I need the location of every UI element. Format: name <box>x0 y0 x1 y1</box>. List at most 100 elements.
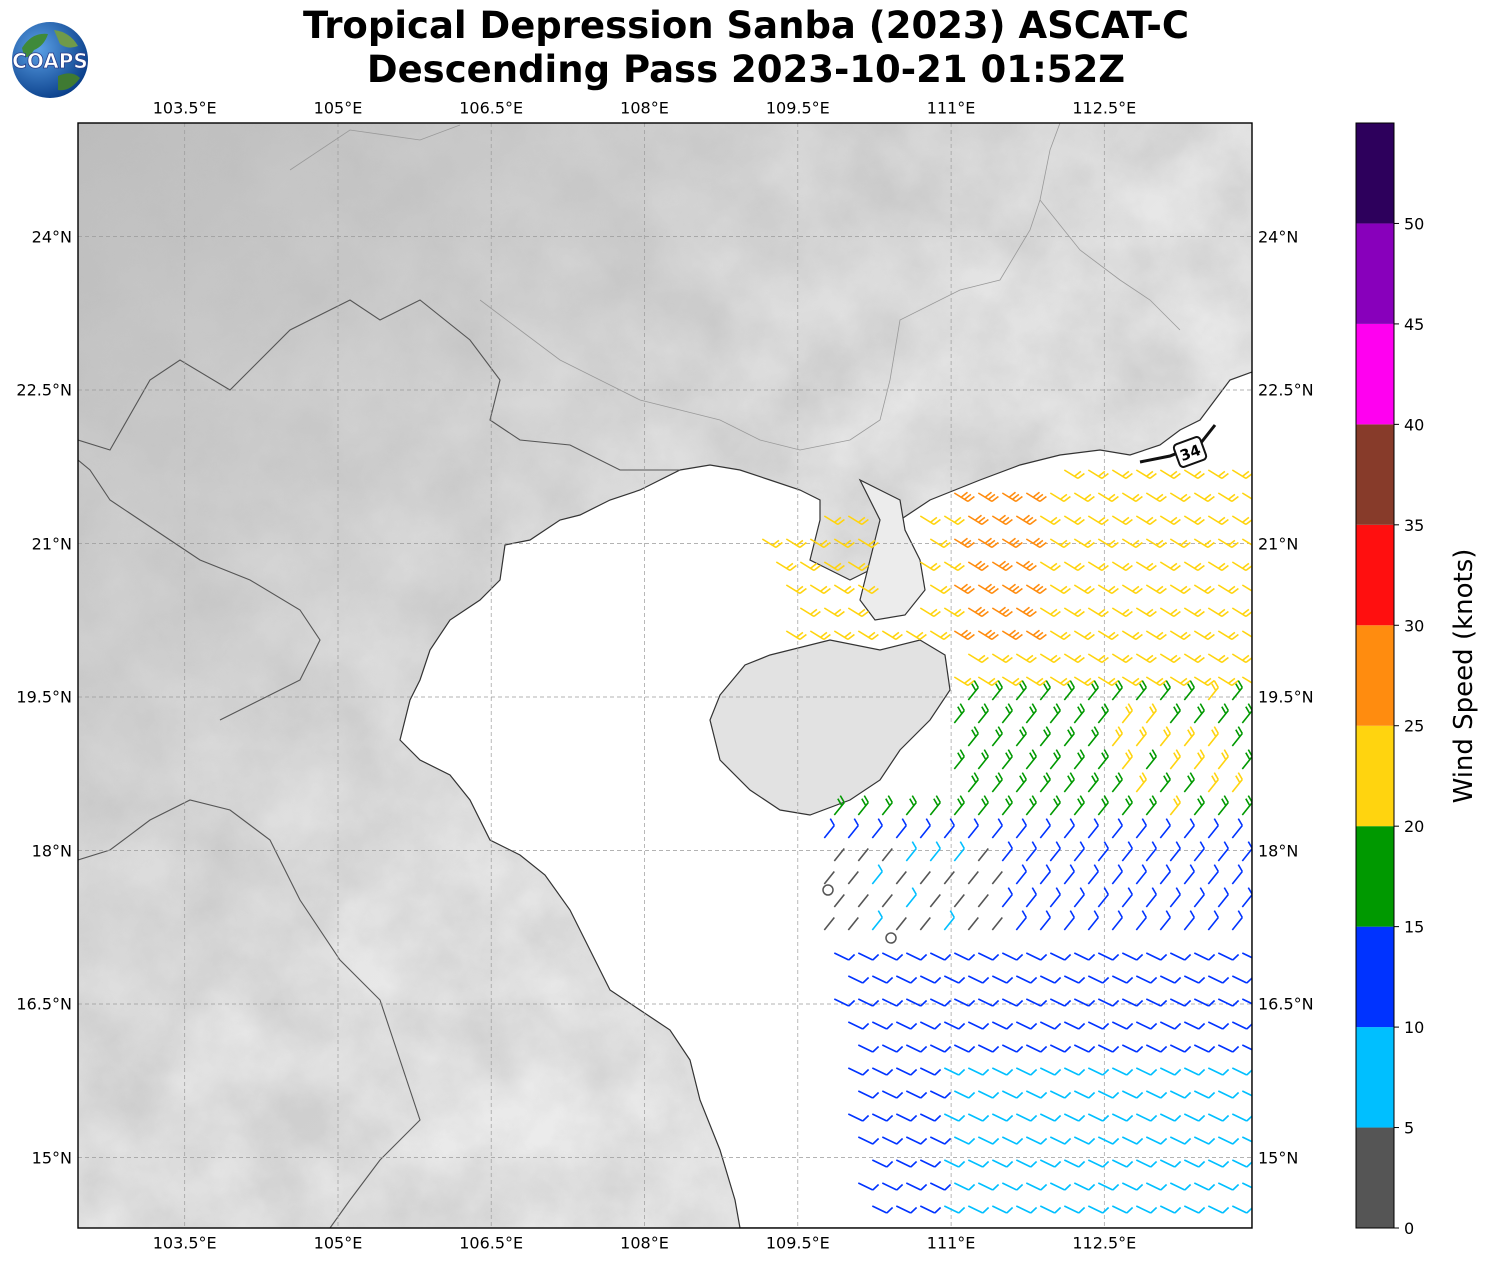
wind-barb <box>1039 975 1062 984</box>
wind-barb <box>967 560 989 572</box>
wind-barb <box>1049 998 1072 1007</box>
wind-barb <box>1217 1182 1240 1191</box>
wind-barb <box>1159 469 1181 480</box>
wind-barb <box>953 841 965 862</box>
wind-barb <box>1217 676 1239 687</box>
colorbar-tick-label: 10 <box>1404 1018 1424 1037</box>
wind-barb <box>1193 952 1216 961</box>
wind-barb <box>1207 726 1219 747</box>
wind-barb <box>1169 998 1192 1007</box>
wind-barb <box>953 998 976 1007</box>
wind-barb <box>1145 1090 1168 1099</box>
wind-barb <box>1001 629 1023 641</box>
wind-barb <box>1145 795 1157 816</box>
wind-barb <box>1217 998 1240 1007</box>
wind-barb <box>1015 726 1027 747</box>
lat-tick-right: 21°N <box>1258 534 1299 553</box>
wind-barb <box>881 998 904 1007</box>
wind-barb <box>1001 1136 1024 1145</box>
wind-barb <box>1169 749 1181 770</box>
wind-barb <box>1063 469 1085 480</box>
wind-barb <box>1039 653 1061 664</box>
wind-barb <box>1135 1113 1158 1122</box>
wind-barb <box>953 629 975 641</box>
wind-barb <box>1159 607 1181 618</box>
wind-barb <box>977 952 1000 961</box>
wind-barb <box>943 561 965 572</box>
wind-barb <box>991 1113 1014 1122</box>
wind-barb <box>1145 887 1157 908</box>
wind-barb <box>1183 726 1195 747</box>
colorbar-bin <box>1356 826 1394 927</box>
colorbar-bin <box>1356 926 1394 1028</box>
wind-barb <box>1015 1067 1038 1076</box>
wind-barb <box>1063 1021 1086 1030</box>
wind-barb <box>857 1044 880 1053</box>
wind-barb <box>799 607 821 618</box>
wind-barb <box>823 515 845 526</box>
wind-barb <box>1073 676 1095 687</box>
wind-barb <box>847 607 869 618</box>
wind-barb <box>1087 1205 1110 1214</box>
wind-barb <box>881 1136 904 1145</box>
wind-barb <box>953 583 975 595</box>
wind-barb <box>1193 630 1215 641</box>
wind-barb <box>1193 703 1205 724</box>
wind-barb <box>1063 515 1085 526</box>
wind-barb <box>1159 1159 1182 1168</box>
wind-barb <box>881 795 893 816</box>
wind-barb <box>847 561 869 572</box>
lat-tick-right: 19.5°N <box>1258 687 1314 707</box>
wind-barb <box>1087 561 1109 572</box>
wind-barb <box>1025 795 1037 816</box>
wind-barb <box>1111 975 1134 984</box>
wind-barb <box>977 848 989 862</box>
wind-barb <box>1241 676 1252 684</box>
wind-barb <box>1183 1113 1206 1122</box>
wind-barb <box>833 584 855 595</box>
wind-barb <box>857 1182 880 1191</box>
wind-barb <box>1145 998 1168 1007</box>
wind-barb <box>1039 515 1061 526</box>
wind-barb <box>895 1159 918 1168</box>
wind-barb <box>1025 537 1047 549</box>
wind-barb <box>1111 1113 1134 1122</box>
wind-barb <box>991 871 1003 885</box>
wind-barb <box>1063 818 1075 839</box>
lat-tick-left: 15°N <box>31 1148 72 1167</box>
wind-barb <box>1039 1159 1062 1168</box>
wind-barb <box>1111 1067 1134 1076</box>
wind-barb <box>1145 538 1167 549</box>
wind-barb <box>977 583 999 595</box>
wind-barb <box>929 998 952 1007</box>
wind-barb <box>991 1021 1014 1030</box>
wind-barb <box>1063 1205 1086 1214</box>
wind-barb <box>977 491 999 503</box>
wind-barb <box>1111 864 1123 885</box>
wind-barb <box>1135 469 1157 480</box>
wind-barb <box>967 1159 990 1168</box>
wind-barb <box>991 917 1003 931</box>
colorbar-bin <box>1356 323 1394 425</box>
wind-barb <box>1159 910 1171 931</box>
wind-barb <box>1039 680 1051 701</box>
wind-barb <box>905 1090 928 1099</box>
wind-barb <box>1169 630 1191 641</box>
wind-barb <box>857 848 869 862</box>
colorbar-tick-label: 50 <box>1404 214 1424 233</box>
wind-barb <box>1121 676 1143 687</box>
wind-barb <box>809 584 831 595</box>
wind-barb <box>1087 726 1099 747</box>
wind-barb <box>871 1205 894 1214</box>
wind-barb <box>1231 910 1243 931</box>
wind-barb <box>1063 1113 1086 1122</box>
wind-barb <box>1025 703 1037 724</box>
lon-tick-bottom: 111°E <box>926 1233 976 1253</box>
lon-tick-top: 109.5°E <box>765 98 830 118</box>
wind-barb <box>919 818 931 839</box>
wind-barb <box>1111 469 1133 480</box>
wind-barb <box>1145 703 1157 724</box>
lon-tick-top: 103.5°E <box>152 98 217 118</box>
wind-barb <box>847 917 859 931</box>
wind-barb <box>919 1067 942 1076</box>
